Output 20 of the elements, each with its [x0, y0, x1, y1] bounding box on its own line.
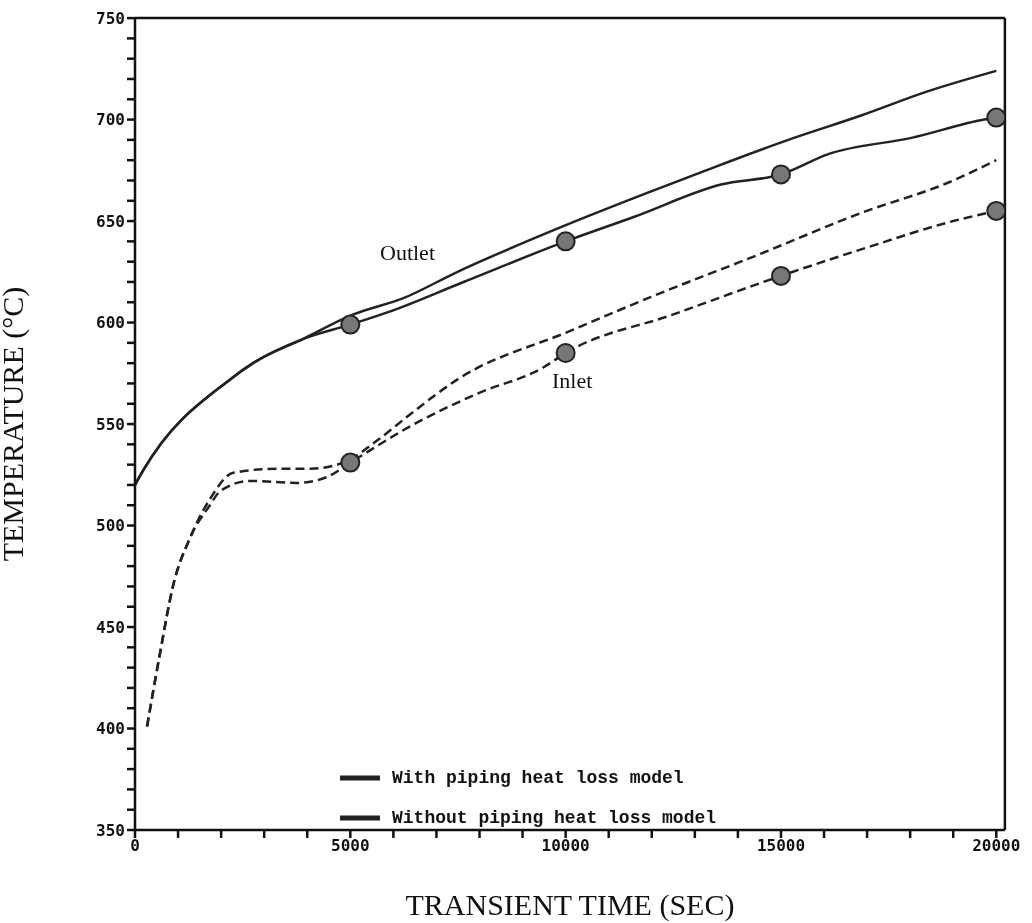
y-tick-label: 550: [96, 414, 125, 434]
legend-label: With piping heat loss model: [392, 767, 684, 788]
x-tick-label: 5000: [331, 836, 370, 856]
y-tick-label: 600: [96, 313, 125, 333]
y-axis-title: TEMPERATURE (°C): [0, 286, 30, 562]
x-tick-label: 0: [130, 836, 140, 856]
y-tick-label: 500: [96, 516, 125, 536]
y-tick-label: 450: [96, 617, 125, 637]
x-tick-label: 15000: [756, 836, 806, 856]
y-tick-label: 350: [96, 820, 125, 840]
x-axis-title: TRANSIENT TIME (SEC): [405, 888, 735, 922]
x-tick-label: 10000: [541, 836, 590, 856]
y-tick-label: 400: [96, 719, 125, 739]
annotation: Inlet: [552, 368, 593, 394]
x-tick-label: 20000: [972, 836, 1021, 856]
y-tick-label: 700: [96, 110, 125, 130]
y-tick-label: 650: [96, 211, 125, 231]
y-tick-label: 750: [96, 8, 125, 28]
legend-label: Without piping heat loss model: [392, 807, 717, 828]
annotation: Outlet: [380, 240, 435, 266]
